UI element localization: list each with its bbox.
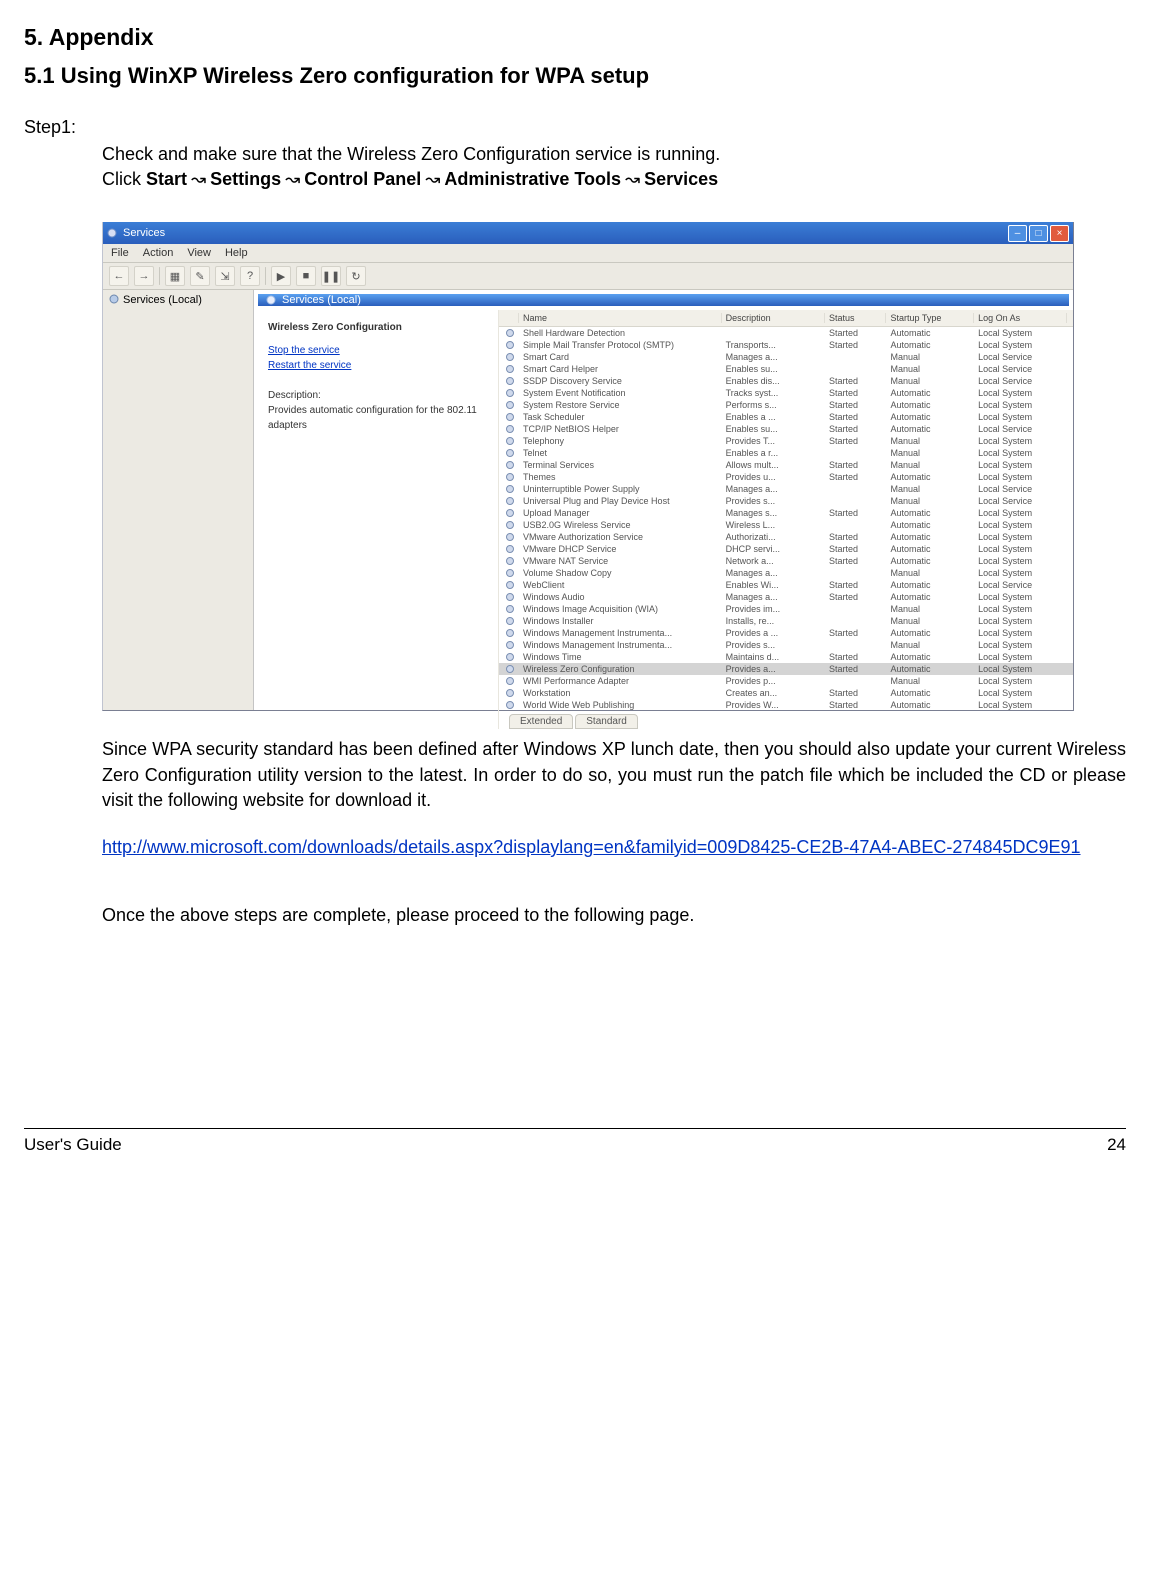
table-row[interactable]: SSDP Discovery ServiceEnables dis...Star…	[499, 375, 1073, 387]
tb-help-icon[interactable]: ?	[240, 266, 260, 286]
table-row[interactable]: WebClientEnables Wi...StartedAutomaticLo…	[499, 579, 1073, 591]
tb-props-icon[interactable]: ✎	[190, 266, 210, 286]
table-row[interactable]: Windows InstallerInstalls, re...ManualLo…	[499, 615, 1073, 627]
table-row[interactable]: System Restore ServicePerforms s...Start…	[499, 399, 1073, 411]
tb-back-icon[interactable]: ←	[109, 266, 129, 286]
toolbar: ← → ▦ ✎ ⇲ ? ▶ ■ ❚❚ ↻	[103, 262, 1073, 290]
table-row[interactable]: Task SchedulerEnables a ...StartedAutoma…	[499, 411, 1073, 423]
minimize-button[interactable]: –	[1008, 225, 1027, 242]
table-row[interactable]: Smart Card HelperEnables su...ManualLoca…	[499, 363, 1073, 375]
services-icon	[107, 228, 117, 238]
tree-label: Services (Local)	[123, 294, 202, 306]
table-row[interactable]: WMI Performance AdapterProvides p...Manu…	[499, 675, 1073, 687]
details-panel: Wireless Zero Configuration Stop the ser…	[254, 310, 499, 729]
paragraph-1: Since WPA security standard has been def…	[102, 737, 1126, 813]
heading-winxp: 5.1 Using WinXP Wireless Zero configurat…	[24, 63, 1126, 89]
table-row[interactable]: Windows TimeMaintains d...StartedAutomat…	[499, 651, 1073, 663]
page-footer: User's Guide 24	[24, 1128, 1126, 1155]
step-line-2: Click StartSettingsControl PanelAdminist…	[102, 167, 1126, 192]
table-row[interactable]: VMware DHCP ServiceDHCP servi...StartedA…	[499, 543, 1073, 555]
download-link[interactable]: http://www.microsoft.com/downloads/detai…	[102, 837, 1081, 857]
tb-tree-icon[interactable]: ▦	[165, 266, 185, 286]
view-tabs[interactable]: ExtendedStandard	[499, 711, 1073, 729]
table-row[interactable]: Simple Mail Transfer Protocol (SMTP)Tran…	[499, 339, 1073, 351]
pane-title: Services (Local)	[258, 294, 1069, 306]
footer-page-number: 24	[1107, 1135, 1126, 1155]
table-row[interactable]: TelephonyProvides T...StartedManualLocal…	[499, 435, 1073, 447]
close-button[interactable]: ×	[1050, 225, 1069, 242]
tree-panel[interactable]: Services (Local)	[103, 290, 254, 710]
table-row[interactable]: Terminal ServicesAllows mult...StartedMa…	[499, 459, 1073, 471]
restart-link[interactable]: Restart the service	[268, 358, 488, 373]
table-row[interactable]: Shell Hardware DetectionStartedAutomatic…	[499, 327, 1073, 339]
table-row[interactable]: Windows Management Instrumenta...Provide…	[499, 639, 1073, 651]
table-row[interactable]: Windows AudioManages a...StartedAutomati…	[499, 591, 1073, 603]
maximize-button[interactable]: □	[1029, 225, 1048, 242]
table-row[interactable]: ThemesProvides u...StartedAutomaticLocal…	[499, 471, 1073, 483]
tb-fwd-icon[interactable]: →	[134, 266, 154, 286]
pane-gear-icon	[266, 295, 276, 305]
details-title: Wireless Zero Configuration	[268, 320, 488, 335]
table-row[interactable]: TelnetEnables a r...ManualLocal System	[499, 447, 1073, 459]
tb-play-icon[interactable]: ▶	[271, 266, 291, 286]
table-row[interactable]: WorkstationCreates an...StartedAutomatic…	[499, 687, 1073, 699]
tree-gear-icon	[109, 294, 119, 304]
table-row[interactable]: VMware Authorization ServiceAuthorizati.…	[499, 531, 1073, 543]
tb-restart-icon[interactable]: ↻	[346, 266, 366, 286]
column-headers[interactable]: Name Description Status Startup Type Log…	[499, 310, 1073, 327]
menubar[interactable]: FileActionViewHelp	[103, 244, 1073, 262]
services-window: Services – □ × FileActionViewHelp ← → ▦ …	[102, 222, 1074, 711]
footer-left: User's Guide	[24, 1135, 122, 1155]
table-row[interactable]: World Wide Web PublishingProvides W...St…	[499, 699, 1073, 711]
step-label: Step1:	[24, 117, 1126, 138]
table-row[interactable]: Volume Shadow CopyManages a...ManualLoca…	[499, 567, 1073, 579]
stop-link[interactable]: Stop the service	[268, 343, 488, 358]
paragraph-2: Once the above steps are complete, pleas…	[102, 903, 1126, 928]
table-row[interactable]: Universal Plug and Play Device HostProvi…	[499, 495, 1073, 507]
window-title: Services	[123, 227, 165, 239]
table-row[interactable]: Smart CardManages a...ManualLocal Servic…	[499, 351, 1073, 363]
table-row[interactable]: Windows Management Instrumenta...Provide…	[499, 627, 1073, 639]
titlebar: Services – □ ×	[103, 222, 1073, 244]
tb-pause-icon[interactable]: ❚❚	[321, 266, 341, 286]
table-row[interactable]: System Event NotificationTracks syst...S…	[499, 387, 1073, 399]
table-row[interactable]: TCP/IP NetBIOS HelperEnables su...Starte…	[499, 423, 1073, 435]
step-line-1: Check and make sure that the Wireless Ze…	[102, 142, 1126, 167]
table-row[interactable]: Upload ManagerManages s...StartedAutomat…	[499, 507, 1073, 519]
table-row[interactable]: Wireless Zero ConfigurationProvides a...…	[499, 663, 1073, 675]
tb-export-icon[interactable]: ⇲	[215, 266, 235, 286]
table-row[interactable]: USB2.0G Wireless ServiceWireless L...Aut…	[499, 519, 1073, 531]
heading-appendix: 5. Appendix	[24, 24, 1126, 51]
tb-stop-icon[interactable]: ■	[296, 266, 316, 286]
table-row[interactable]: Windows Image Acquisition (WIA)Provides …	[499, 603, 1073, 615]
table-row[interactable]: Uninterruptible Power SupplyManages a...…	[499, 483, 1073, 495]
service-list[interactable]: Shell Hardware DetectionStartedAutomatic…	[499, 327, 1073, 711]
table-row[interactable]: VMware NAT ServiceNetwork a...StartedAut…	[499, 555, 1073, 567]
